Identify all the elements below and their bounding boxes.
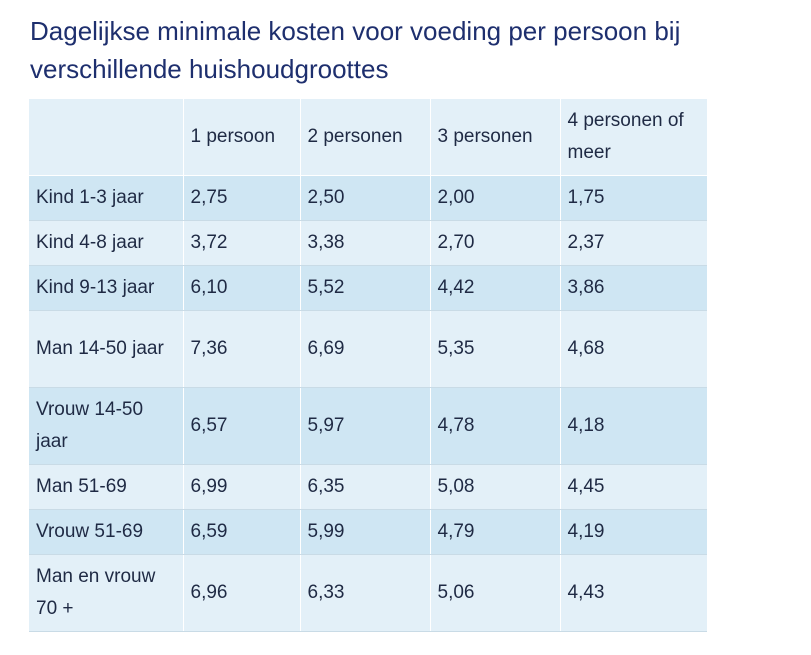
table-row: Kind 1-3 jaar 2,75 2,50 2,00 1,75 [29, 175, 707, 221]
row-label: Vrouw 51-69 [29, 509, 183, 555]
table-cell: 3,86 [559, 265, 707, 311]
table-cell: 4,68 [559, 310, 707, 388]
table-cell: 4,45 [559, 464, 707, 510]
row-label: Kind 1-3 jaar [29, 175, 183, 221]
table-cell: 4,43 [559, 554, 707, 632]
column-header-empty [29, 99, 183, 176]
table-cell: 1,75 [559, 175, 707, 221]
row-label: Kind 4-8 jaar [29, 220, 183, 266]
table-cell: 2,70 [429, 220, 560, 266]
table-cell: 4,78 [429, 387, 560, 465]
table-cell: 3,38 [299, 220, 430, 266]
table-cell: 2,37 [559, 220, 707, 266]
food-cost-table: 1 persoon 2 personen 3 personen 4 person… [29, 99, 707, 632]
table-cell: 6,59 [182, 509, 300, 555]
table-cell: 2,50 [299, 175, 430, 221]
table-row: Vrouw 14-50 jaar 6,57 5,97 4,78 4,18 [29, 387, 707, 465]
column-header-3-personen: 3 personen [429, 99, 560, 176]
table-row: Man 14-50 jaar 7,36 6,69 5,35 4,68 [29, 310, 707, 388]
row-label: Man en vrouw 70 + [29, 554, 183, 632]
table-cell: 6,99 [182, 464, 300, 510]
row-label: Man 14-50 jaar [29, 310, 183, 388]
row-label: Vrouw 14-50 jaar [29, 387, 183, 465]
table-cell: 5,08 [429, 464, 560, 510]
table-cell: 5,99 [299, 509, 430, 555]
table-cell: 2,75 [182, 175, 300, 221]
table-cell: 6,35 [299, 464, 430, 510]
table-cell: 6,57 [182, 387, 300, 465]
table-cell: 3,72 [182, 220, 300, 266]
table-cell: 5,06 [429, 554, 560, 632]
table-cell: 5,52 [299, 265, 430, 311]
table-cell: 6,69 [299, 310, 430, 388]
column-header-2-personen: 2 personen [299, 99, 430, 176]
table-cell: 2,00 [429, 175, 560, 221]
table-row: Man 51-69 6,99 6,35 5,08 4,45 [29, 464, 707, 510]
table-cell: 6,10 [182, 265, 300, 311]
table-row: Kind 4-8 jaar 3,72 3,38 2,70 2,37 [29, 220, 707, 266]
table-cell: 5,97 [299, 387, 430, 465]
table-cell: 4,79 [429, 509, 560, 555]
table-cell: 7,36 [182, 310, 300, 388]
table-cell: 5,35 [429, 310, 560, 388]
row-label: Man 51-69 [29, 464, 183, 510]
table-cell: 4,42 [429, 265, 560, 311]
column-header-1-persoon: 1 persoon [182, 99, 300, 176]
table-row: Man en vrouw 70 + 6,96 6,33 5,06 4,43 [29, 554, 707, 632]
table-row: Vrouw 51-69 6,59 5,99 4,79 4,19 [29, 509, 707, 555]
page-title: Dagelijkse minimale kosten voor voeding … [30, 16, 681, 84]
table-row: Kind 9-13 jaar 6,10 5,52 4,42 3,86 [29, 265, 707, 311]
table-cell: 4,18 [559, 387, 707, 465]
table-cell: 4,19 [559, 509, 707, 555]
table-cell: 6,33 [299, 554, 430, 632]
table-cell: 6,96 [182, 554, 300, 632]
row-label: Kind 9-13 jaar [29, 265, 183, 311]
column-header-4-personen-of-meer: 4 personen of meer [559, 99, 707, 176]
table-header-row: 1 persoon 2 personen 3 personen 4 person… [29, 99, 707, 176]
